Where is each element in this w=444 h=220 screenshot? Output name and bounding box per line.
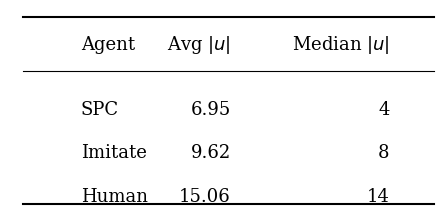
Text: 4: 4 [378, 101, 390, 119]
Text: 14: 14 [367, 188, 390, 206]
Text: 15.06: 15.06 [179, 188, 231, 206]
Text: SPC: SPC [81, 101, 119, 119]
Text: Agent: Agent [81, 36, 135, 54]
Text: 6.95: 6.95 [190, 101, 231, 119]
Text: Median $|u|$: Median $|u|$ [292, 34, 390, 56]
Text: Imitate: Imitate [81, 145, 147, 162]
Text: Human: Human [81, 188, 148, 206]
Text: 8: 8 [378, 145, 390, 162]
Text: 9.62: 9.62 [190, 145, 231, 162]
Text: Avg $|u|$: Avg $|u|$ [167, 34, 231, 56]
